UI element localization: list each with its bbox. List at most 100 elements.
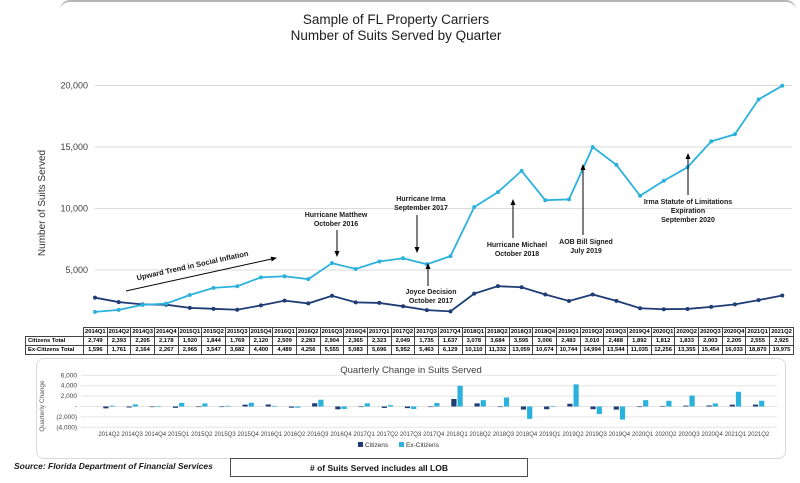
table-header-cell: 2020Q3 [698,327,723,337]
table-cell: 2,120 [248,336,274,346]
table-header-cell: 2019Q2 [579,327,605,337]
svg-text:2020Q1: 2020Q1 [632,432,654,438]
svg-text:2015Q2: 2015Q2 [191,432,213,438]
table-cell: 1,769 [224,336,250,346]
table-cell: 3,006 [532,336,558,346]
table-cell: 5,555 [319,345,345,355]
table-cell: 2,205 [130,336,155,346]
suits-served-line-chart: 5,000 10,000 15,000 20,000 Number of Suits S… [37,81,792,314]
table-cell: 11,035 [627,345,652,355]
table-header-cell: 2021Q2 [769,327,794,337]
svg-text:2015Q4: 2015Q4 [238,432,260,438]
table-header-cell: 2019Q3 [603,327,629,337]
page-title-line1: Sample of FL Property Carriers [302,12,490,27]
svg-text:Upward Trend in Social Inflati: Upward Trend in Social Inflation [136,249,250,283]
table-cell: 19,975 [769,345,794,355]
svg-text:2019Q3: 2019Q3 [586,432,608,438]
table-header-cell: 2019Q1 [556,327,581,337]
table-header-cell: 2016Q4 [343,327,368,337]
svg-text:2018Q3: 2018Q3 [493,432,515,438]
table-cell: 2,323 [366,336,392,346]
table-header-cell: 2016Q1 [272,327,297,337]
table-header-cell: 2020Q1 [650,327,676,337]
table-cell: 2,393 [106,336,132,346]
table-cell: 2,749 [83,336,108,346]
table-header-cell: 2020Q2 [674,327,700,337]
table-cell: 1,637 [437,336,463,346]
svg-text:2017Q3: 2017Q3 [400,432,422,438]
table-header-cell: 2021Q1 [745,327,771,337]
svg-text:2020Q4: 2020Q4 [702,432,724,438]
table-cell: 3,078 [461,336,487,346]
table-cell: 12,256 [650,345,676,355]
svg-text:Ex-Citizens: Ex-Citizens [406,442,440,449]
svg-text:2020Q3: 2020Q3 [678,432,700,438]
lob-note-box: # of Suits Served includes all LOB [230,458,528,477]
svg-text:10,000: 10,000 [60,204,88,214]
table-header-cell: 2018Q4 [532,327,558,337]
table-cell: 11,332 [485,345,510,355]
quarterly-change-bar-chart: Quarterly Change in Suits Served 6,000 4,0… [39,365,777,449]
suits-served-data-table: 2014Q1 2014Q2 2014Q3 2014Q4 2015Q1 2015Q2 2015… [25,327,794,355]
svg-text:2016Q2: 2016Q2 [284,432,306,438]
table-cell: 3,010 [579,336,605,346]
table-header-cell: 2017Q4 [437,327,463,337]
table-cell: 13,544 [603,345,629,355]
table-cell: 10,674 [532,345,558,355]
page-title: Sample of FL Property Carriers Number of… [0,12,792,44]
table-header-cell: 2016Q3 [319,327,345,337]
svg-text:Number of Suits Served: Number of Suits Served [37,150,48,256]
svg-text:Quarterly Change in Suits Serv: Quarterly Change in Suits Served [340,365,482,376]
table-cell: 1,596 [83,345,108,355]
svg-text:2014Q4: 2014Q4 [145,432,167,438]
table-header-cell: 2018Q3 [508,327,534,337]
svg-text:2015Q1: 2015Q1 [168,432,190,438]
table-cell: 2,283 [295,336,321,346]
table-header-cell: 2017Q3 [414,327,439,337]
table-cell: 16,033 [721,345,747,355]
table-cell: 10,110 [461,345,487,355]
svg-text:2021Q2: 2021Q2 [748,432,770,438]
table-cell: 4,489 [272,345,297,355]
table-cell: 1,833 [674,336,700,346]
table-cell: 2,509 [272,336,297,346]
table-cell: 5,463 [414,345,439,355]
svg-text:4,000: 4,000 [61,383,78,390]
svg-text:2016Q3: 2016Q3 [307,432,329,438]
table-cell: 4,256 [295,345,321,355]
table-header-cell: 2015Q3 [224,327,250,337]
table-cell: 2,003 [698,336,723,346]
svg-text:2016Q1: 2016Q1 [261,432,283,438]
table-cell: 18,870 [745,345,771,355]
table-header-cell: 2018Q2 [485,327,510,337]
table-cell: 14,994 [579,345,605,355]
lob-note-text: # of Suits Served includes all LOB [310,462,448,473]
page-title-line2: Number of Suits Served by Quarter [290,28,502,43]
svg-text:2018Q1: 2018Q1 [446,432,468,438]
table-row: Ex-Citizens Total 1,596 1,761 2,164 2,267 2,9… [25,345,794,355]
table-cell: 2,904 [319,336,345,346]
quarterly-change-panel: Quarterly Change in Suits Served 6,000 4,0… [36,358,786,459]
svg-text:(4,000): (4,000) [56,424,77,431]
table-cell: 2,488 [603,336,629,346]
svg-text:2019Q2: 2019Q2 [562,432,584,438]
source-text: Source: Florida Department of Financial … [14,461,213,471]
table-cell: 5,696 [366,345,392,355]
svg-text:15,000: 15,000 [60,142,88,152]
svg-text:2015Q3: 2015Q3 [214,432,236,438]
svg-text:5,000: 5,000 [65,265,88,275]
svg-text:2016Q4: 2016Q4 [330,432,352,438]
svg-text:2020Q2: 2020Q2 [655,432,677,438]
svg-text:Quarterly Change: Quarterly Change [39,380,46,432]
table-header-cell: 2014Q2 [106,327,132,337]
table-cell: 2,365 [343,336,368,346]
table-header-cell: 2019Q4 [627,327,652,337]
table-cell: 2,965 [177,345,203,355]
table-cell: 3,682 [224,345,250,355]
svg-text:2017Q1: 2017Q1 [354,432,376,438]
table-header-cell: 2014Q4 [153,327,179,337]
table-cell: Ex-Citizens Total [25,345,84,355]
